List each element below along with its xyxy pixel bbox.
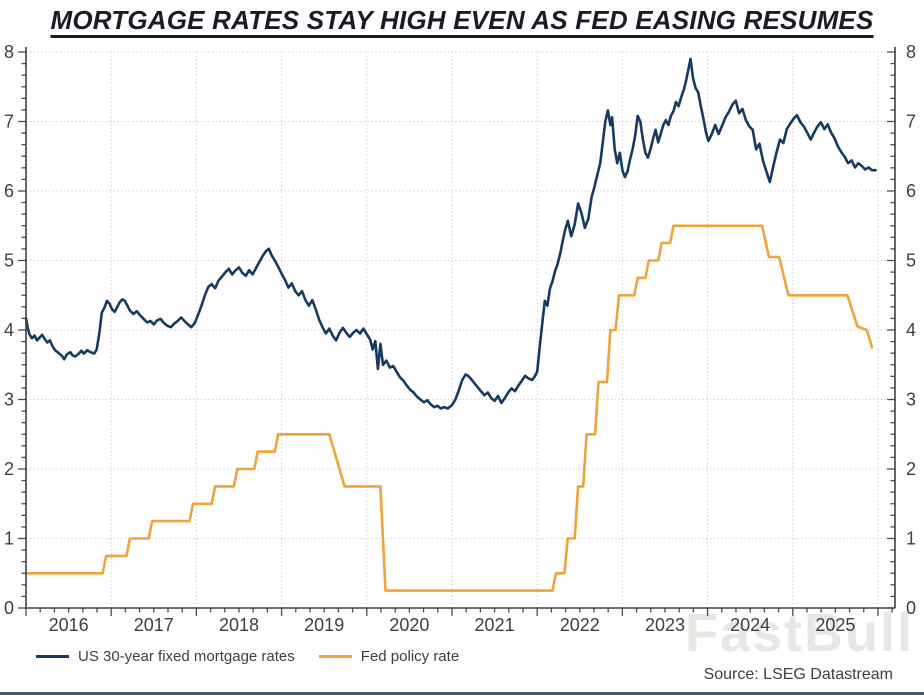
fed-line-swatch <box>318 655 352 658</box>
y-tick-label-right: 8 <box>906 42 916 62</box>
legend-item-fed: Fed policy rate <box>318 648 460 665</box>
x-tick-label: 2018 <box>219 615 259 635</box>
legend-label-fed: Fed policy rate <box>360 648 460 665</box>
y-tick-label-left: 5 <box>4 251 14 271</box>
x-tick-label: 2025 <box>815 615 855 635</box>
x-tick-label: 2020 <box>389 615 429 635</box>
y-tick-label-left: 2 <box>4 459 14 479</box>
watermark: FastBull <box>684 603 914 663</box>
source-credit: Source: LSEG Datastream <box>703 666 893 683</box>
gridlines <box>26 51 895 608</box>
x-tick-label: 2022 <box>560 615 600 635</box>
y-tick-label-right: 2 <box>906 459 916 479</box>
y-tick-label-right: 1 <box>906 529 916 549</box>
y-tick-label-left: 3 <box>4 390 14 410</box>
y-tick-label-left: 1 <box>4 529 14 549</box>
x-tick-label: 2017 <box>134 615 174 635</box>
x-tick-label: 2019 <box>304 615 344 635</box>
y-tick-label-right: 3 <box>906 390 916 410</box>
x-tick-label: 2016 <box>49 615 89 635</box>
series-fed-policy-rate <box>24 224 874 592</box>
y-tick-label-right: 7 <box>906 112 916 132</box>
legend-label-mortgage: US 30-year fixed mortgage rates <box>78 648 295 665</box>
y-tick-label-left: 8 <box>4 42 14 62</box>
y-tick-label-right: 0 <box>906 598 916 618</box>
chart-title: MORTGAGE RATES STAY HIGH EVEN AS FED EAS… <box>50 5 874 35</box>
legend: US 30-year fixed mortgage rates Fed poli… <box>36 648 459 665</box>
y-tick-label-right: 5 <box>906 251 916 271</box>
axes <box>25 47 896 609</box>
y-tick-label-left: 4 <box>4 320 14 340</box>
x-tick-label: 2024 <box>730 615 770 635</box>
y-tick-label-right: 6 <box>906 181 916 201</box>
x-tick-label: 2023 <box>645 615 685 635</box>
series-mortgage-rates <box>24 57 877 410</box>
x-tick-label: 2021 <box>475 615 515 635</box>
y-tick-label-left: 6 <box>4 181 14 201</box>
line-chart: 0 0 1 1 2 2 3 3 4 4 5 5 6 6 7 7 8 8 2016 2017 2018 2019 2020 20… <box>4 42 916 635</box>
legend-item-mortgage: US 30-year fixed mortgage rates <box>36 648 295 665</box>
axis-labels: 0 0 1 1 2 2 3 3 4 4 5 5 6 6 7 7 8 8 2016 2017 2018 2019 2020 20… <box>4 42 916 635</box>
y-tick-label-right: 4 <box>906 320 916 340</box>
y-tick-label-left: 7 <box>4 112 14 132</box>
mortgage-line-swatch <box>36 655 69 658</box>
bottom-divider <box>0 692 924 695</box>
y-tick-label-left: 0 <box>4 598 14 618</box>
